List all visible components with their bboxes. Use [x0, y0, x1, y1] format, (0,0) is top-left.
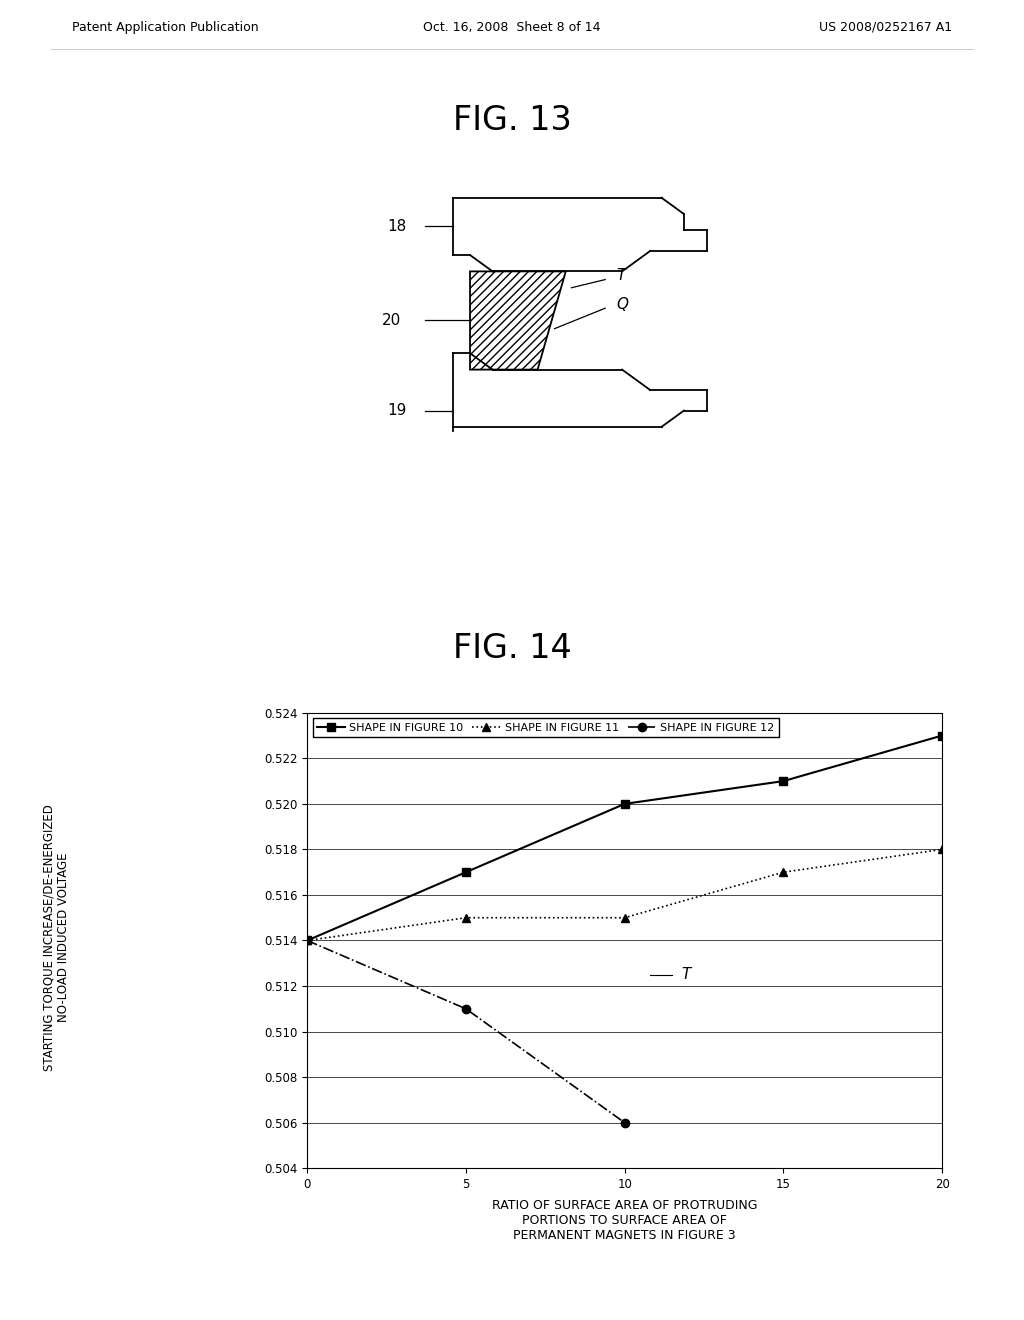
- X-axis label: RATIO OF SURFACE AREA OF PROTRUDING
PORTIONS TO SURFACE AREA OF
PERMANENT MAGNET: RATIO OF SURFACE AREA OF PROTRUDING PORT…: [492, 1200, 758, 1242]
- Text: Patent Application Publication: Patent Application Publication: [72, 21, 258, 33]
- SHAPE IN FIGURE 12: [460, 1001, 472, 1016]
- Text: STARTING TORQUE INCREASE/DE-ENERGIZED
NO-LOAD INDUCED VOLTAGE: STARTING TORQUE INCREASE/DE-ENERGIZED NO…: [42, 804, 71, 1071]
- SHAPE IN FIGURE 11: [936, 841, 948, 857]
- Polygon shape: [470, 272, 565, 370]
- SHAPE IN FIGURE 12: [301, 932, 313, 948]
- SHAPE IN FIGURE 10: [460, 865, 472, 880]
- Text: FIG. 14: FIG. 14: [453, 632, 571, 665]
- Text: 18: 18: [387, 219, 407, 234]
- Text: 19: 19: [387, 403, 407, 418]
- SHAPE IN FIGURE 11: [618, 909, 631, 925]
- Text: T: T: [682, 968, 691, 982]
- SHAPE IN FIGURE 11: [460, 909, 472, 925]
- Text: FIG. 13: FIG. 13: [453, 103, 571, 136]
- SHAPE IN FIGURE 12: [618, 1114, 631, 1130]
- Text: T: T: [616, 268, 626, 282]
- SHAPE IN FIGURE 11: [777, 865, 790, 880]
- SHAPE IN FIGURE 10: [777, 774, 790, 789]
- Text: Q: Q: [616, 297, 629, 312]
- Legend: SHAPE IN FIGURE 10, SHAPE IN FIGURE 11, SHAPE IN FIGURE 12: SHAPE IN FIGURE 10, SHAPE IN FIGURE 11, …: [312, 718, 778, 738]
- SHAPE IN FIGURE 11: [301, 932, 313, 948]
- Text: 20: 20: [382, 313, 400, 327]
- Text: Oct. 16, 2008  Sheet 8 of 14: Oct. 16, 2008 Sheet 8 of 14: [423, 21, 601, 33]
- Line: SHAPE IN FIGURE 11: SHAPE IN FIGURE 11: [303, 845, 946, 945]
- SHAPE IN FIGURE 10: [936, 727, 948, 743]
- Line: SHAPE IN FIGURE 10: SHAPE IN FIGURE 10: [303, 731, 946, 945]
- Text: US 2008/0252167 A1: US 2008/0252167 A1: [819, 21, 952, 33]
- SHAPE IN FIGURE 10: [618, 796, 631, 812]
- SHAPE IN FIGURE 10: [301, 932, 313, 948]
- Line: SHAPE IN FIGURE 12: SHAPE IN FIGURE 12: [303, 936, 629, 1127]
